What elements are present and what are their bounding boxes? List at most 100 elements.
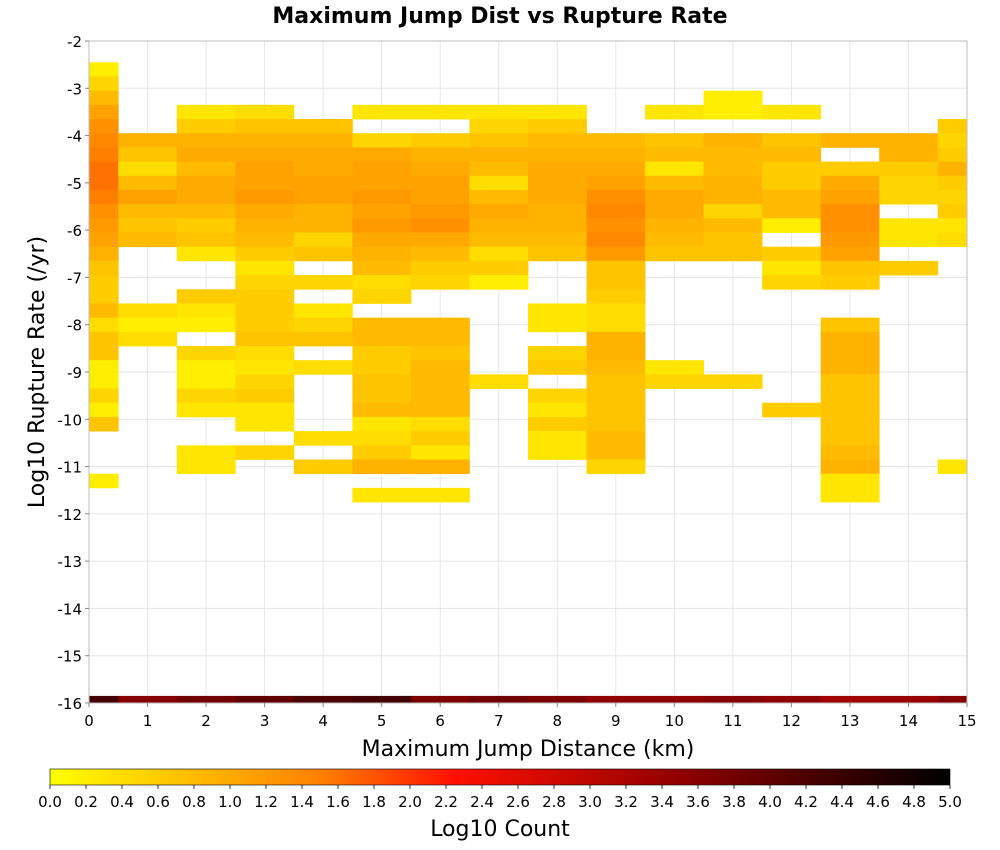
heatmap-cell [235,147,295,162]
colorbar-tick-label: 1.4 [290,793,314,811]
heatmap-cell [469,147,529,162]
heatmap-cell [235,388,295,404]
heatmap-cell [235,189,295,205]
heatmap-cell [352,445,412,460]
colorbar-tick-label: 2.8 [542,793,566,811]
heatmap-cell [410,204,470,219]
heatmap-cell [410,445,470,460]
heatmap-cell [645,147,704,162]
heatmap-cell [293,189,353,205]
heatmap-cell [176,189,236,205]
x-tick-label: 10 [665,712,684,730]
y-tick-label: -3 [67,80,82,98]
heatmap-cell [235,104,295,120]
heatmap-cell [703,204,763,219]
heatmap-cell [469,161,529,177]
colorbar-gradient [49,768,951,786]
heatmap-cell [879,175,939,191]
colorbar-tick-label: 2.4 [470,793,494,811]
heatmap-cell [469,104,529,120]
heatmap-cell [352,331,412,347]
heatmap-cell [820,459,880,475]
heatmap-cell [352,416,412,432]
y-axis-ticks: -16 -15 -14 -13 -12 -11 -10 -9 -8 -7 -6 -5 -4 -3 -2 [58,33,89,713]
heatmap-cell [118,303,178,319]
heatmap-cell [528,345,587,361]
heatmap-cell [410,345,470,361]
heatmap-cell [293,331,353,347]
heatmap-cell [820,416,880,432]
heatmap-cell [879,161,939,177]
colorbar-tick-label: 1.8 [362,793,386,811]
heatmap-cell [293,147,353,162]
heatmap-cell [469,175,529,191]
heatmap-cell [235,161,295,177]
heatmap-cell [176,388,236,404]
heatmap-cell [703,189,763,205]
heatmap-cell [235,133,295,148]
heatmap-cell [89,303,119,319]
heatmap-cell [89,232,119,248]
heatmap-cell [89,275,119,290]
colorbar-tick-label: 5.0 [938,793,962,811]
heatmap-cell [586,133,646,148]
heatmap-cell [820,232,880,248]
heatmap-cell [235,374,295,389]
heatmap-cell [293,303,353,319]
heatmap-cell [176,345,236,361]
x-tick-label: 6 [435,712,445,730]
heatmap-cell-bottom [762,695,822,703]
heatmap-cell [469,275,529,290]
colorbar: 0.0 0.2 0.4 0.6 0.8 1.0 1.2 1.4 1.6 1.8 2.0 2.2 2.4 2… [38,768,962,842]
heatmap-cell [586,204,646,219]
colorbar-tick-label: 3.8 [722,793,746,811]
chart-title: Maximum Jump Dist vs Rupture Rate [272,4,727,29]
heatmap-cell [586,459,646,475]
heatmap-cell-bottom [528,695,587,703]
heatmap-cell [176,246,236,262]
heatmap-cell [118,161,178,177]
colorbar-tick-label: 1.0 [218,793,242,811]
heatmap-cell [703,232,763,248]
heatmap-cell [469,260,529,276]
heatmap-cell [762,218,822,233]
heatmap-cell [89,76,119,92]
heatmap-cell [762,147,822,162]
y-tick-label: -12 [58,506,83,524]
heatmap-cell [469,232,529,248]
heatmap-cell [89,473,119,489]
heatmap-cell [293,431,353,446]
y-tick-label: -2 [67,33,82,51]
heatmap-cell [410,317,470,333]
colorbar-ticks: 0.0 0.2 0.4 0.6 0.8 1.0 1.2 1.4 1.6 1.8 2.0 2.2 2.4 2… [38,785,962,811]
heatmap-cell [528,402,587,418]
heatmap-cell [528,175,587,191]
heatmap-cell [820,175,880,191]
heatmap-cell [235,218,295,233]
y-tick-label: -5 [67,175,82,193]
heatmap-cell [820,374,880,389]
heatmap-cell [586,360,646,375]
heatmap-cell [645,374,704,389]
heatmap-cell [89,345,119,361]
heatmap-cell [586,275,646,290]
colorbar-tick-label: 0.0 [38,793,62,811]
heatmap-cell [410,275,470,290]
heatmap-cell [820,218,880,233]
heatmap-cell-bottom [703,695,763,703]
heatmap-cell [235,175,295,191]
heatmap-cell [352,374,412,389]
heatmap-cell [645,360,704,375]
heatmap-cell [352,246,412,262]
heatmap-cell [176,147,236,162]
heatmap-cell [89,317,119,333]
heatmap-cell [879,133,939,148]
heatmap-cells [89,62,968,703]
heatmap-cell-bottom [645,695,704,703]
y-tick-label: -10 [58,411,83,429]
heatmap-cell [703,374,763,389]
colorbar-tick-label: 3.4 [650,793,674,811]
x-axis-ticks: 0 1 2 3 4 5 6 7 8 9 10 11 12 13 14 15 [84,703,977,730]
heatmap-cell [89,416,119,432]
heatmap-cell [89,104,119,120]
